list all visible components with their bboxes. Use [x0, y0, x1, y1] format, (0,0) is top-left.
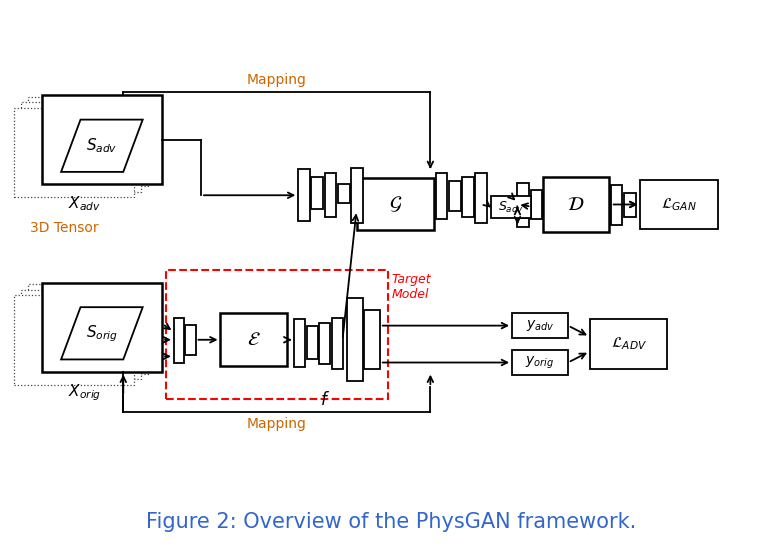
- Text: Mapping: Mapping: [247, 416, 307, 430]
- Bar: [20, 102, 141, 192]
- Bar: [27, 285, 148, 373]
- Bar: [298, 169, 310, 221]
- Bar: [186, 325, 196, 354]
- Text: Figure 2: Overview of the PhysGAN framework.: Figure 2: Overview of the PhysGAN framew…: [146, 513, 637, 532]
- Bar: [351, 168, 363, 223]
- Bar: [332, 318, 342, 369]
- Bar: [337, 184, 349, 202]
- Bar: [41, 283, 162, 372]
- Bar: [436, 173, 447, 219]
- Bar: [512, 314, 568, 338]
- Bar: [512, 350, 568, 375]
- Text: $S_{adv}$: $S_{adv}$: [86, 137, 117, 155]
- Bar: [640, 180, 718, 229]
- Bar: [174, 318, 184, 363]
- Bar: [624, 193, 636, 217]
- Bar: [27, 97, 148, 186]
- Bar: [475, 173, 487, 223]
- Bar: [319, 323, 330, 364]
- Text: 3D Tensor: 3D Tensor: [30, 221, 99, 235]
- Bar: [590, 320, 667, 369]
- Text: $\mathcal{E}$: $\mathcal{E}$: [247, 330, 261, 349]
- Text: $f$: $f$: [320, 391, 330, 409]
- Text: Mapping: Mapping: [247, 73, 307, 87]
- Bar: [13, 296, 134, 385]
- Text: $\mathcal{G}$: $\mathcal{G}$: [388, 195, 402, 214]
- Bar: [41, 95, 162, 184]
- Bar: [13, 108, 134, 197]
- Text: $S_{adv}$: $S_{adv}$: [498, 200, 525, 215]
- Text: $X_{adv}$: $X_{adv}$: [68, 195, 101, 214]
- Text: $\mathcal{D}$: $\mathcal{D}$: [568, 195, 585, 214]
- Bar: [356, 178, 435, 230]
- Text: $X_{orig}$: $X_{orig}$: [68, 382, 101, 403]
- Bar: [20, 290, 141, 379]
- Text: $\mathcal{L}_{GAN}$: $\mathcal{L}_{GAN}$: [661, 196, 697, 213]
- Text: $y_{adv}$: $y_{adv}$: [525, 318, 554, 333]
- Text: $\mathcal{L}_{ADV}$: $\mathcal{L}_{ADV}$: [611, 336, 647, 352]
- Bar: [449, 181, 460, 211]
- Bar: [611, 186, 622, 225]
- Bar: [531, 190, 543, 219]
- Text: Target
Model: Target Model: [392, 273, 431, 301]
- Bar: [166, 270, 388, 400]
- Polygon shape: [61, 307, 143, 359]
- Text: $y_{orig}$: $y_{orig}$: [525, 354, 554, 371]
- Bar: [294, 319, 305, 367]
- Bar: [543, 177, 609, 231]
- Bar: [347, 298, 363, 381]
- Bar: [462, 177, 474, 217]
- Text: $S_{orig}$: $S_{orig}$: [85, 323, 117, 344]
- Bar: [221, 314, 287, 366]
- Bar: [364, 310, 380, 369]
- Bar: [312, 177, 323, 209]
- Polygon shape: [61, 120, 143, 172]
- Bar: [307, 326, 318, 359]
- Bar: [491, 196, 532, 218]
- Bar: [325, 173, 337, 217]
- Bar: [518, 183, 529, 227]
